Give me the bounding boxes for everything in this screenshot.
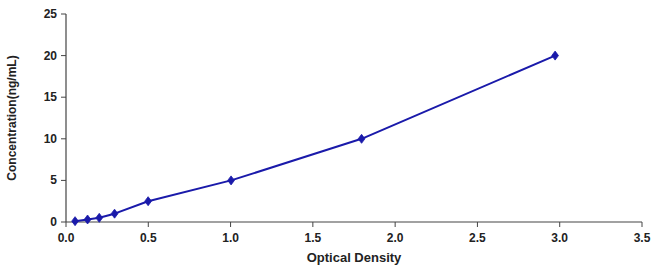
y-tick-label: 10 xyxy=(44,132,58,146)
marker xyxy=(228,176,235,185)
marker xyxy=(358,134,365,143)
marker xyxy=(145,197,152,206)
x-tick xyxy=(230,222,231,227)
chart: 0.0 0.5 1.0 1.5 2.0 2.5 3.0 3.5 0 5 10 15 20 25 Optica… xyxy=(0,0,664,272)
y-tick-label: 25 xyxy=(44,7,58,21)
line xyxy=(75,56,555,222)
y-tick-label: 0 xyxy=(50,215,57,229)
marker xyxy=(96,213,103,222)
y-tick xyxy=(61,55,66,56)
x-tick xyxy=(559,222,560,227)
marker xyxy=(111,209,118,218)
x-tick-label: 3.0 xyxy=(551,231,568,245)
x-tick xyxy=(66,222,67,227)
marker xyxy=(84,215,91,224)
chart-container: 0.0 0.5 1.0 1.5 2.0 2.5 3.0 3.5 0 5 10 15 20 25 Optica… xyxy=(0,0,664,272)
y-axis: 0 5 10 15 20 25 xyxy=(44,7,66,229)
x-axis-line xyxy=(66,221,642,222)
x-tick xyxy=(477,222,478,227)
x-tick-label: 0.5 xyxy=(140,231,157,245)
y-tick xyxy=(61,222,66,223)
x-tick xyxy=(642,222,643,227)
y-tick xyxy=(61,138,66,139)
y-tick xyxy=(61,14,66,15)
y-tick-label: 20 xyxy=(44,49,58,63)
x-tick-label: 1.5 xyxy=(305,231,322,245)
marker xyxy=(552,51,559,60)
x-axis-label: Optical Density xyxy=(307,250,402,265)
x-tick-label: 1.0 xyxy=(222,231,239,245)
plot-area xyxy=(72,51,559,226)
y-axis-line xyxy=(65,14,66,222)
y-tick xyxy=(61,97,66,98)
x-tick-label: 0.0 xyxy=(58,231,75,245)
x-tick-label: 3.5 xyxy=(634,231,651,245)
marker xyxy=(72,217,79,226)
x-tick xyxy=(148,222,149,227)
y-tick-label: 5 xyxy=(50,173,57,187)
y-tick xyxy=(61,180,66,181)
x-tick-label: 2.0 xyxy=(387,231,404,245)
x-axis: 0.0 0.5 1.0 1.5 2.0 2.5 3.0 3.5 xyxy=(58,222,651,245)
x-tick xyxy=(312,222,313,227)
x-tick-label: 2.5 xyxy=(469,231,486,245)
y-axis-label: Concentration(ng/mL) xyxy=(5,55,19,180)
x-tick xyxy=(395,222,396,227)
y-tick-label: 15 xyxy=(44,90,58,104)
